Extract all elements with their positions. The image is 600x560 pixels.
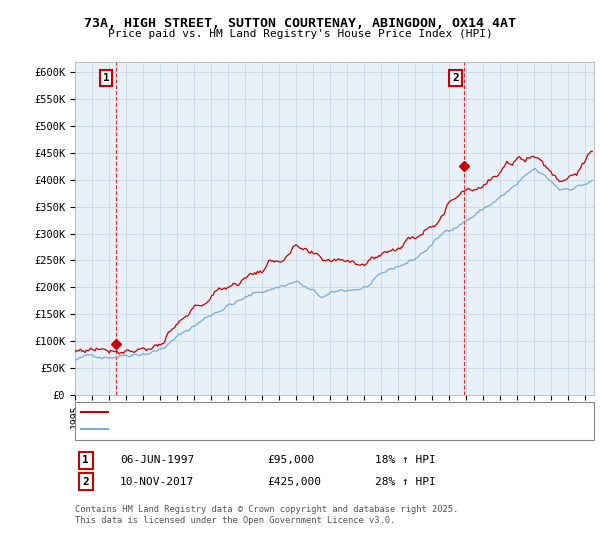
Text: 1: 1 xyxy=(103,73,110,83)
Text: 73A, HIGH STREET, SUTTON COURTENAY, ABINGDON, OX14 4AT (semi-detached house): 73A, HIGH STREET, SUTTON COURTENAY, ABIN… xyxy=(114,407,551,416)
Text: 73A, HIGH STREET, SUTTON COURTENAY, ABINGDON, OX14 4AT: 73A, HIGH STREET, SUTTON COURTENAY, ABIN… xyxy=(84,17,516,30)
Text: HPI: Average price, semi-detached house, Vale of White Horse: HPI: Average price, semi-detached house,… xyxy=(114,425,459,434)
Text: 10-NOV-2017: 10-NOV-2017 xyxy=(120,477,194,487)
Text: £95,000: £95,000 xyxy=(267,455,314,465)
Text: 2: 2 xyxy=(82,477,89,487)
Text: 28% ↑ HPI: 28% ↑ HPI xyxy=(375,477,436,487)
Text: 18% ↑ HPI: 18% ↑ HPI xyxy=(375,455,436,465)
Text: £425,000: £425,000 xyxy=(267,477,321,487)
Text: Price paid vs. HM Land Registry's House Price Index (HPI): Price paid vs. HM Land Registry's House … xyxy=(107,29,493,39)
Text: Contains HM Land Registry data © Crown copyright and database right 2025.
This d: Contains HM Land Registry data © Crown c… xyxy=(75,505,458,525)
Text: 1: 1 xyxy=(82,455,89,465)
Text: 2: 2 xyxy=(452,73,459,83)
Text: 06-JUN-1997: 06-JUN-1997 xyxy=(120,455,194,465)
